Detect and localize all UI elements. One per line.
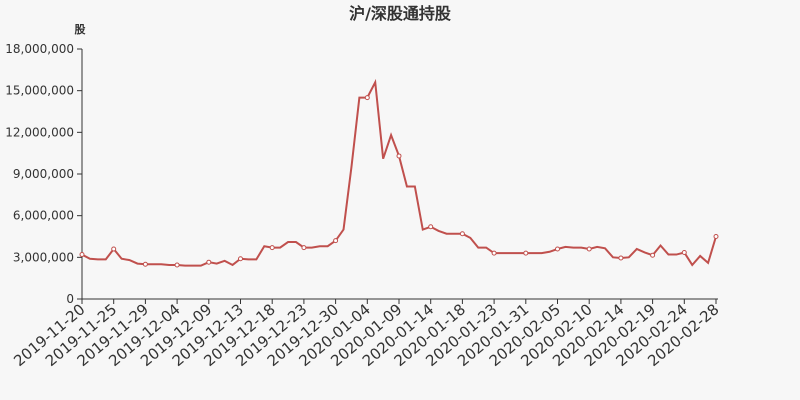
point	[491, 250, 497, 256]
y-tick-label: 6,000,000	[13, 209, 74, 223]
y-tick-label: 0	[66, 292, 74, 306]
point	[301, 245, 307, 251]
point	[79, 252, 85, 258]
y-tick-label: 9,000,000	[13, 167, 74, 181]
point	[618, 255, 624, 261]
point	[555, 246, 560, 252]
point	[174, 262, 180, 268]
point	[111, 246, 117, 252]
point	[333, 238, 339, 244]
point	[206, 259, 212, 265]
point	[269, 245, 275, 251]
point	[142, 261, 148, 267]
point	[238, 256, 243, 262]
line	[81, 78, 717, 267]
y-tick-label: 15,000,000	[5, 84, 74, 98]
y-axis-label: 股	[75, 23, 87, 36]
point	[523, 250, 529, 256]
point	[459, 231, 465, 237]
point	[364, 95, 370, 101]
point	[650, 252, 656, 258]
point	[713, 234, 719, 239]
point	[428, 224, 434, 230]
y-tick-label: 12,000,000	[5, 125, 74, 139]
chart-title: 沪/深股通持股	[349, 4, 452, 23]
y-tick-label: 3,000,000	[13, 250, 74, 264]
point	[586, 246, 592, 252]
point	[681, 249, 687, 255]
point	[396, 153, 402, 159]
y-tick-label: 18,000,000	[5, 42, 74, 56]
